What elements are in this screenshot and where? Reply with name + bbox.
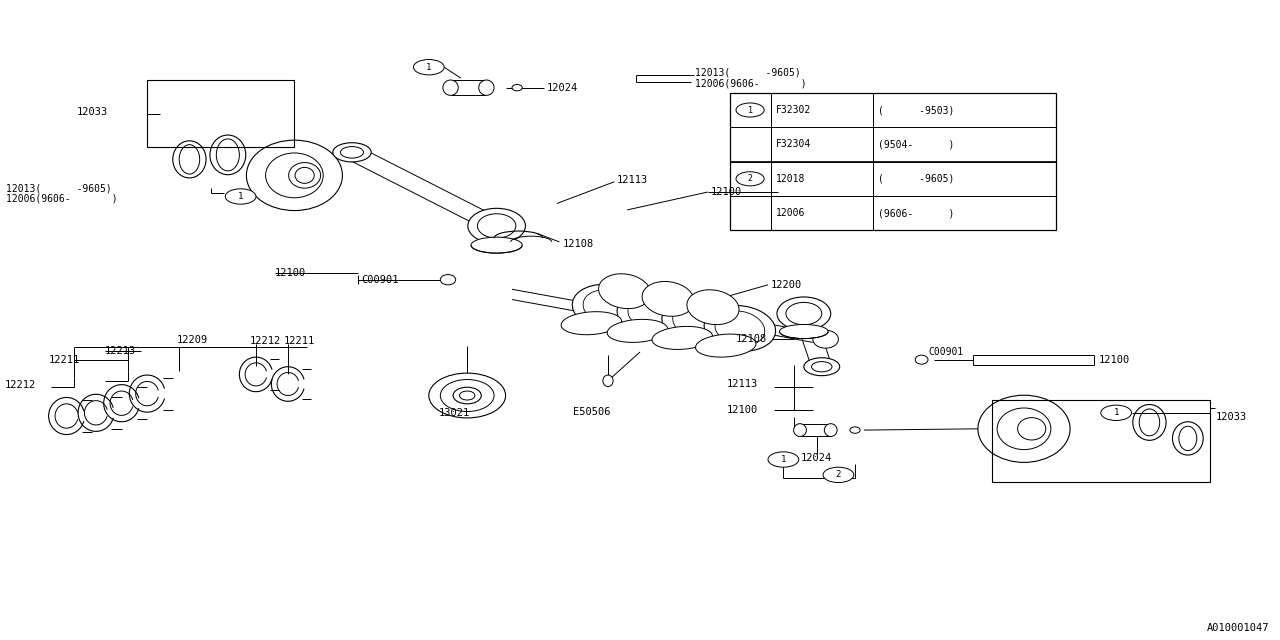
Circle shape (823, 467, 854, 483)
Ellipse shape (599, 274, 650, 308)
Text: 1: 1 (748, 106, 753, 115)
Ellipse shape (572, 284, 644, 330)
Text: E50506: E50506 (572, 407, 611, 417)
Circle shape (413, 60, 444, 75)
Text: 12211: 12211 (284, 336, 315, 346)
Text: 12100: 12100 (1098, 355, 1129, 365)
Ellipse shape (687, 290, 739, 324)
Text: (      -9605): ( -9605) (878, 174, 955, 184)
Text: F32302: F32302 (776, 105, 812, 115)
Text: 12033: 12033 (77, 107, 108, 117)
Text: 12108: 12108 (563, 239, 594, 250)
Ellipse shape (429, 373, 506, 418)
Text: 12212: 12212 (250, 336, 280, 346)
Text: 12024: 12024 (801, 452, 832, 463)
Text: C00901: C00901 (928, 347, 964, 357)
Ellipse shape (643, 282, 694, 316)
Text: 12100: 12100 (275, 268, 306, 278)
Ellipse shape (704, 305, 776, 351)
Ellipse shape (453, 387, 481, 404)
Text: 12108: 12108 (736, 334, 767, 344)
Ellipse shape (440, 380, 494, 412)
Ellipse shape (607, 319, 668, 342)
Text: 12006(9606-       ): 12006(9606- ) (6, 193, 118, 204)
Ellipse shape (512, 84, 522, 91)
Text: 12213: 12213 (105, 346, 136, 356)
Bar (730, 93, 1056, 230)
Text: 12018: 12018 (776, 174, 805, 184)
Ellipse shape (617, 291, 689, 337)
Text: 12006: 12006 (776, 208, 805, 218)
Text: 12013(      -9605): 12013( -9605) (6, 183, 113, 193)
Ellipse shape (443, 80, 458, 95)
Ellipse shape (247, 140, 343, 211)
Ellipse shape (915, 355, 928, 364)
Ellipse shape (777, 297, 831, 330)
Ellipse shape (440, 275, 456, 285)
Circle shape (1101, 405, 1132, 420)
Text: 12006(9606-       ): 12006(9606- ) (695, 78, 806, 88)
Text: 12100: 12100 (710, 187, 741, 197)
Ellipse shape (561, 312, 622, 335)
Ellipse shape (603, 375, 613, 387)
Text: 12211: 12211 (49, 355, 79, 365)
Text: 12113: 12113 (727, 379, 758, 389)
Ellipse shape (479, 80, 494, 95)
Text: (      -9503): ( -9503) (878, 105, 955, 115)
Circle shape (736, 172, 764, 186)
Bar (147, 80, 294, 147)
Bar (992, 400, 1210, 482)
Text: 12212: 12212 (5, 380, 36, 390)
Text: 12024: 12024 (547, 83, 577, 93)
Text: 1: 1 (238, 192, 243, 201)
Ellipse shape (780, 324, 828, 339)
Ellipse shape (662, 298, 733, 344)
Circle shape (736, 103, 764, 117)
Text: 2: 2 (836, 470, 841, 479)
Ellipse shape (1018, 418, 1046, 440)
Text: A010001047: A010001047 (1207, 623, 1270, 634)
Ellipse shape (850, 427, 860, 433)
Text: C00901: C00901 (361, 275, 398, 285)
Ellipse shape (289, 163, 321, 188)
Ellipse shape (468, 209, 526, 244)
Text: 12033: 12033 (1216, 412, 1247, 422)
Ellipse shape (978, 396, 1070, 462)
Text: 1: 1 (781, 455, 786, 464)
Circle shape (768, 452, 799, 467)
Ellipse shape (652, 326, 713, 349)
Text: 2: 2 (748, 174, 753, 183)
Text: 1: 1 (1114, 408, 1119, 417)
Text: (9606-      ): (9606- ) (878, 208, 955, 218)
Ellipse shape (695, 334, 756, 357)
Text: 12209: 12209 (177, 335, 207, 346)
Ellipse shape (794, 424, 806, 436)
Text: 1: 1 (426, 63, 431, 72)
Circle shape (225, 189, 256, 204)
Text: 12100: 12100 (727, 404, 758, 415)
Ellipse shape (824, 424, 837, 436)
Text: 13021: 13021 (439, 408, 470, 419)
Text: 12113: 12113 (617, 175, 648, 186)
Ellipse shape (804, 358, 840, 376)
Ellipse shape (471, 237, 522, 253)
Ellipse shape (813, 330, 838, 348)
Text: (9504-      ): (9504- ) (878, 140, 955, 149)
Ellipse shape (333, 143, 371, 162)
Text: F32304: F32304 (776, 140, 812, 149)
Text: 12200: 12200 (771, 280, 801, 290)
Text: 12013(      -9605): 12013( -9605) (695, 68, 801, 78)
